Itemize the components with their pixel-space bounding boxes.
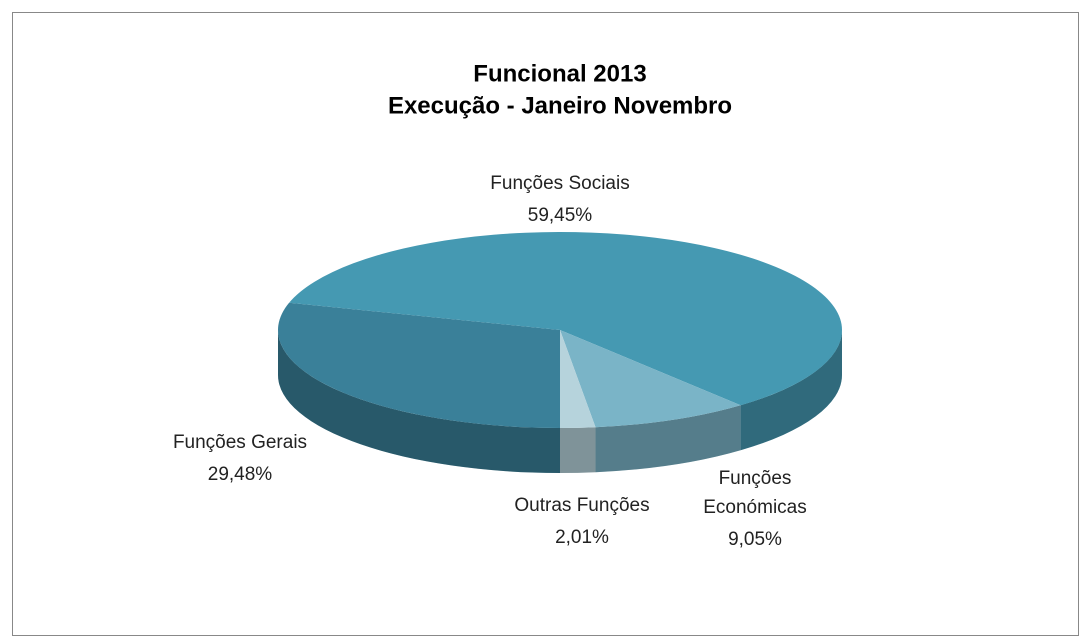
slice-label: Funções Económicas bbox=[703, 468, 807, 518]
slice-value-label: 59,45% bbox=[527, 205, 593, 226]
slice-side-shade bbox=[560, 427, 596, 474]
chart-subtitle: Execução - Janeiro Novembro bbox=[388, 92, 732, 119]
slice bbox=[289, 231, 843, 406]
slice-value-label: 9,05% bbox=[728, 529, 782, 550]
slice-side-shade bbox=[740, 330, 842, 451]
slice bbox=[278, 302, 560, 428]
slice bbox=[560, 330, 741, 428]
slice-side bbox=[278, 330, 560, 473]
slice-side-shade bbox=[278, 330, 560, 473]
slice-side bbox=[740, 330, 842, 451]
slice-side bbox=[595, 405, 741, 473]
slice-value-label: 2,01% bbox=[555, 527, 609, 548]
slice-label: Funções Sociais bbox=[490, 173, 630, 194]
slice bbox=[560, 330, 596, 428]
slice-side bbox=[560, 427, 596, 474]
slice-value-label: 29,48% bbox=[207, 464, 273, 485]
slice-label: Funções Gerais bbox=[172, 432, 308, 453]
slice-side-shade bbox=[595, 405, 741, 473]
chart-title: Funcional 2013 bbox=[473, 60, 646, 87]
slice-label: Outras Funções bbox=[514, 495, 650, 516]
